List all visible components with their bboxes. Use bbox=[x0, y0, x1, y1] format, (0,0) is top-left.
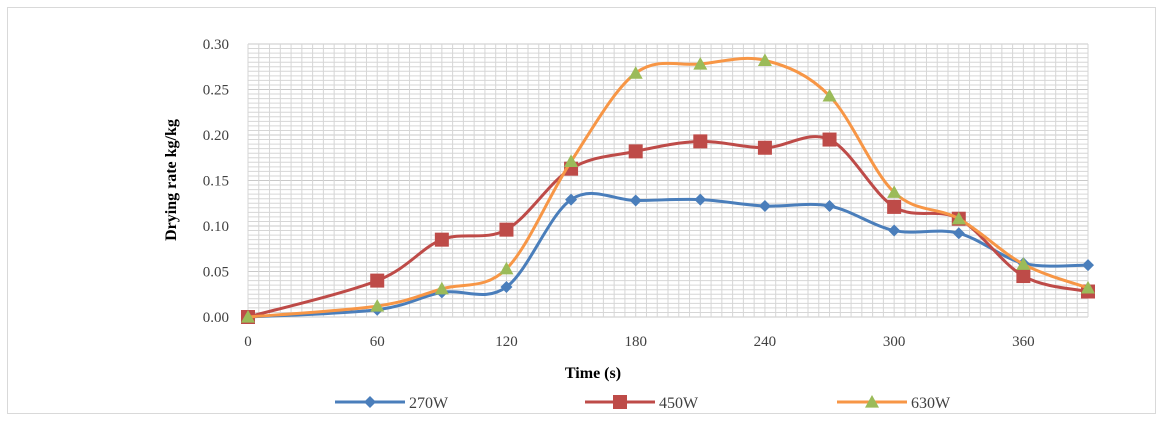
data-point-630w bbox=[951, 211, 966, 225]
data-point-450w bbox=[499, 222, 514, 237]
data-point-270w bbox=[952, 227, 965, 240]
legend-item-450w: 450W bbox=[585, 395, 699, 412]
series-630w bbox=[241, 53, 1095, 323]
y-tick-label: 0.15 bbox=[203, 174, 229, 190]
series-lines bbox=[241, 53, 1095, 324]
x-tick-label: 120 bbox=[495, 334, 518, 350]
legend-label-450w: 450W bbox=[659, 395, 699, 412]
data-point-630w bbox=[822, 88, 837, 102]
data-point-450w bbox=[757, 140, 772, 155]
y-tick-label: 0.20 bbox=[203, 128, 229, 144]
data-point-450w bbox=[370, 273, 385, 288]
legend: 270W 450W 630W bbox=[335, 395, 951, 412]
data-point-450w bbox=[434, 232, 449, 247]
legend-marker-270w bbox=[364, 396, 376, 408]
data-point-630w bbox=[887, 185, 902, 198]
data-point-630w bbox=[564, 154, 579, 167]
axis-ticks: 0.00 0.05 0.10 0.15 0.20 0.25 0.30 0 60 120 180 240… bbox=[203, 37, 1035, 350]
legend-label-270w: 270W bbox=[409, 395, 449, 412]
data-point-630w bbox=[693, 57, 708, 70]
y-tick-label: 0.10 bbox=[203, 219, 229, 235]
data-point-450w bbox=[822, 132, 837, 147]
x-tick-label: 360 bbox=[1012, 334, 1035, 350]
data-point-630w bbox=[241, 310, 255, 323]
legend-item-270w: 270W bbox=[335, 395, 449, 412]
data-point-630w bbox=[628, 66, 643, 79]
data-point-270w bbox=[888, 224, 901, 237]
data-point-630w bbox=[1081, 280, 1095, 294]
x-tick-label: 300 bbox=[883, 334, 906, 350]
data-point-270w bbox=[758, 199, 771, 212]
x-tick-label: 240 bbox=[754, 334, 777, 350]
x-tick-label: 60 bbox=[370, 334, 385, 350]
legend-item-630w: 630W bbox=[837, 395, 951, 412]
data-point-630w bbox=[499, 261, 514, 275]
y-tick-label: 0.30 bbox=[203, 37, 229, 53]
legend-marker-630w bbox=[865, 395, 879, 408]
data-point-270w bbox=[629, 194, 642, 207]
data-point-450w bbox=[693, 134, 708, 149]
x-tick-label: 0 bbox=[244, 334, 252, 350]
data-point-270w bbox=[1082, 259, 1094, 272]
data-point-630w bbox=[370, 299, 385, 312]
data-point-270w bbox=[500, 280, 513, 293]
y-axis-title: Drying rate kg/kg bbox=[163, 119, 180, 241]
data-point-270w bbox=[823, 199, 836, 212]
x-tick-label: 180 bbox=[624, 334, 647, 350]
data-point-450w bbox=[887, 199, 902, 214]
data-point-630w bbox=[757, 53, 772, 66]
x-axis-title: Time (s) bbox=[565, 365, 621, 382]
y-tick-label: 0.05 bbox=[203, 265, 229, 281]
legend-label-630w: 630W bbox=[911, 395, 951, 412]
data-point-450w bbox=[1016, 269, 1031, 284]
data-point-630w bbox=[434, 281, 449, 295]
legend-marker-450w bbox=[613, 395, 627, 409]
data-point-450w bbox=[628, 144, 643, 159]
y-tick-label: 0.00 bbox=[203, 310, 229, 326]
y-tick-label: 0.25 bbox=[203, 83, 229, 99]
data-point-270w bbox=[565, 193, 578, 206]
data-point-270w bbox=[694, 193, 707, 206]
data-point-630w bbox=[1016, 257, 1031, 270]
